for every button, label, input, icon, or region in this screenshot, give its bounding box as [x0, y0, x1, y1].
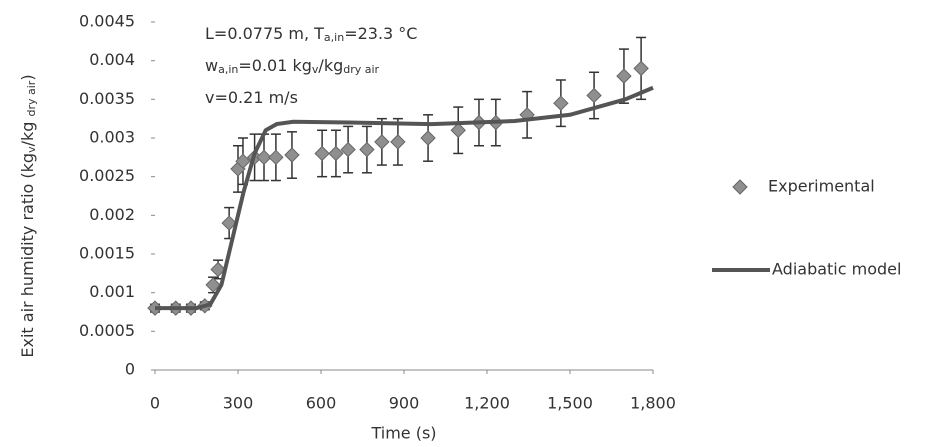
x-axis-title: Time (s) — [370, 424, 436, 443]
data-point — [340, 141, 356, 158]
data-point — [328, 145, 344, 162]
data-point — [314, 145, 330, 162]
data-point — [586, 87, 602, 104]
data-point — [616, 68, 632, 84]
y-axis-title: Exit air humidity ratio (kgv/kg dry air) — [18, 74, 39, 357]
data-point — [284, 147, 300, 163]
data-point — [450, 122, 466, 138]
data-point — [390, 134, 406, 150]
data-point — [374, 134, 390, 150]
annotation: wa,in=0.01 kgv/kgdry air — [205, 56, 380, 77]
data-point — [420, 130, 436, 146]
data-point — [256, 149, 272, 166]
data-point — [221, 215, 237, 231]
data-point — [268, 149, 284, 166]
y-tick-label: 0.001 — [89, 282, 135, 301]
data-point — [210, 261, 226, 278]
x-tick-label: 600 — [306, 394, 337, 413]
x-tick-label: 1,500 — [547, 394, 593, 413]
subscript: dry air — [25, 80, 38, 116]
subscript: a,in — [218, 63, 238, 76]
data-point — [235, 153, 251, 169]
data-point — [359, 141, 375, 158]
y-tick-label: 0.003 — [89, 128, 135, 147]
subscript: v — [25, 146, 38, 153]
x-tick-label: 300 — [223, 394, 254, 413]
annotation: v=0.21 m/s — [205, 88, 298, 107]
text-part: =0.01 kg — [238, 56, 312, 75]
text-part: ) — [18, 74, 37, 80]
annotation: L=0.0775 m, Ta,in=23.3 °C — [205, 24, 417, 45]
x-tick-label: 0 — [150, 394, 160, 413]
y-tick-label: 0.0005 — [79, 321, 135, 340]
subscript: v — [312, 63, 319, 76]
data-point — [553, 95, 569, 111]
text-part: /kg — [318, 56, 343, 75]
text-part: Exit air humidity ratio (kg — [18, 153, 37, 358]
text-part: L=0.0775 m, T — [205, 24, 324, 43]
x-tick-label: 900 — [389, 394, 420, 413]
text-part: =23.3 °C — [344, 24, 417, 43]
model-line — [155, 85, 654, 311]
text-part: w — [205, 56, 218, 75]
y-tick-label: 0 — [125, 360, 135, 379]
x-tick-label: 1,800 — [630, 394, 676, 413]
text-part: v=0.21 m/s — [205, 88, 298, 107]
y-tick-label: 0.0025 — [79, 166, 135, 185]
x-tick-label: 1,200 — [464, 394, 510, 413]
data-point — [205, 277, 221, 293]
y-tick-label: 0.0015 — [79, 244, 135, 263]
subscript: a,in — [324, 31, 344, 44]
subscript: dry air — [343, 63, 379, 76]
data-point — [633, 60, 649, 77]
y-tick-label: 0.002 — [89, 205, 135, 224]
y-tick-label: 0.0035 — [79, 89, 135, 108]
legend-label: Experimental — [768, 177, 875, 196]
legend-label: Adiabatic model — [772, 260, 901, 279]
text-part: /kg — [18, 116, 37, 146]
legend-marker — [732, 179, 748, 195]
y-tick-label: 0.004 — [89, 50, 135, 69]
y-tick-label: 0.0045 — [79, 12, 135, 31]
